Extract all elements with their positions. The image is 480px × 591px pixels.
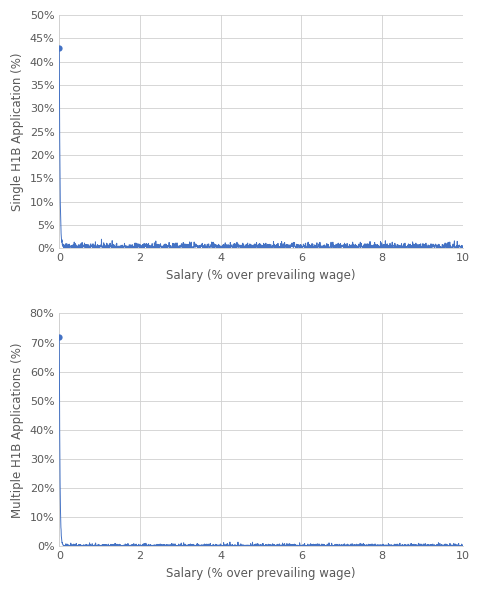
X-axis label: Salary (% over prevailing wage): Salary (% over prevailing wage) [166, 269, 355, 281]
Y-axis label: Multiple H1B Applications (%): Multiple H1B Applications (%) [11, 342, 24, 518]
Y-axis label: Single H1B Application (%): Single H1B Application (%) [11, 53, 24, 211]
X-axis label: Salary (% over prevailing wage): Salary (% over prevailing wage) [166, 567, 355, 580]
